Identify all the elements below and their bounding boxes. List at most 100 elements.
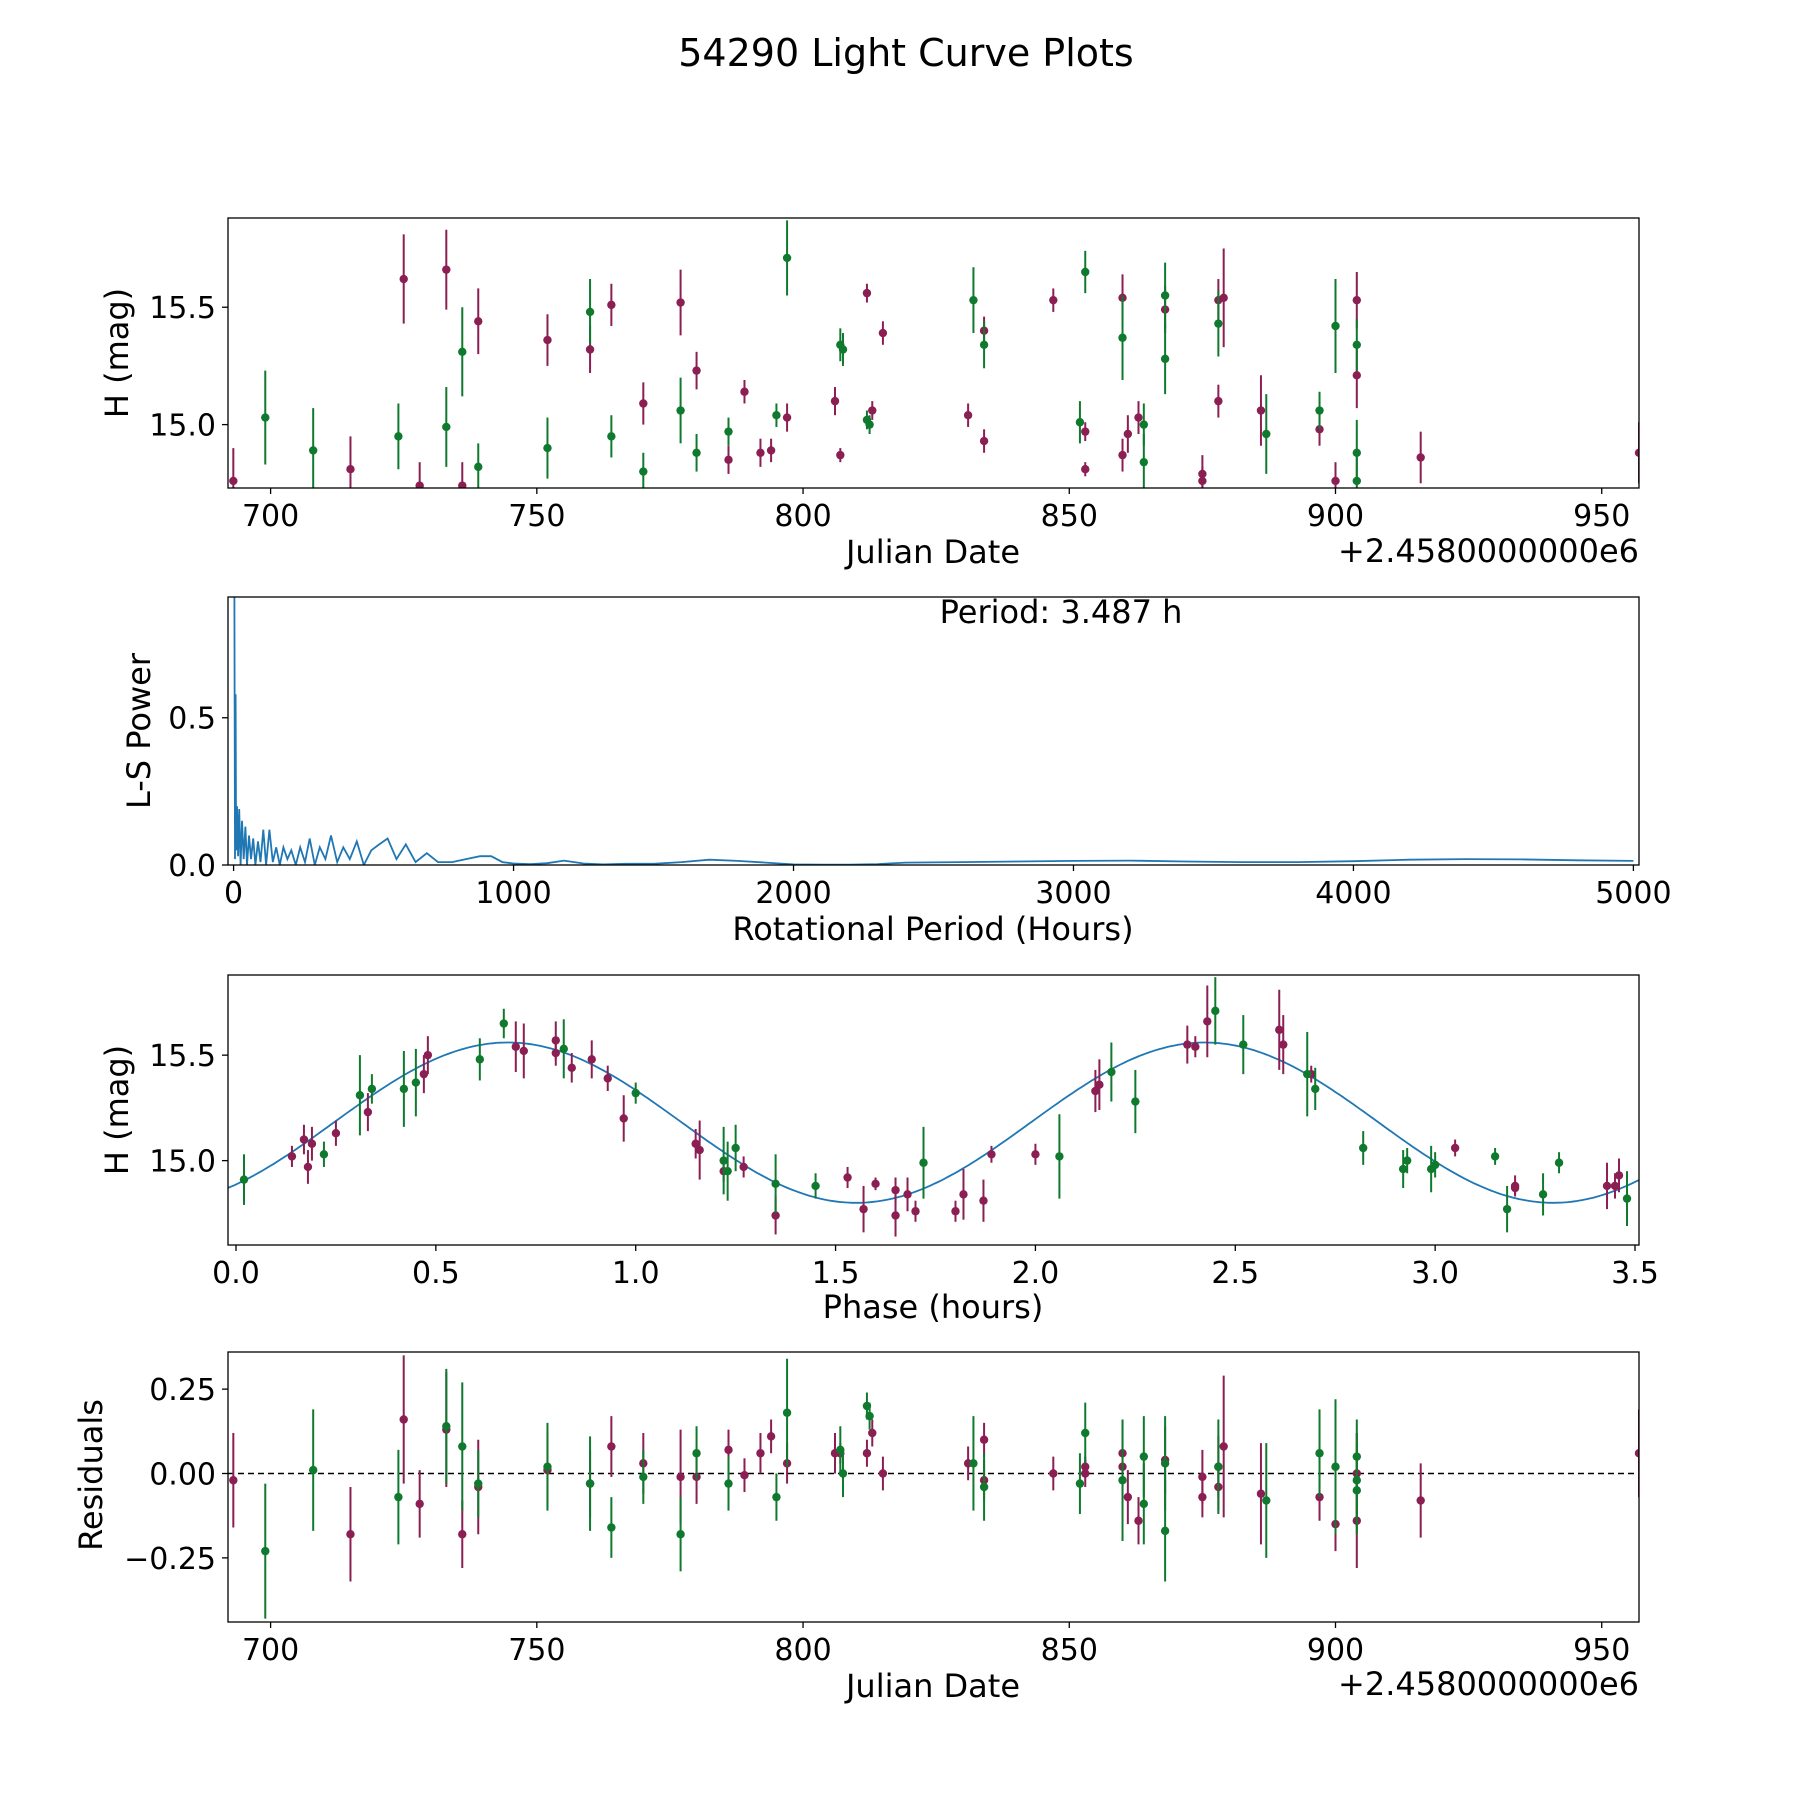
data-marker [1160,1459,1170,1468]
data-point-magenta [1214,384,1223,418]
data-point-green [865,415,874,434]
data-point-green [1352,1446,1362,1535]
data-point-magenta [415,462,424,488]
data-point-green [772,1473,781,1521]
x-tick-label: 750 [508,1633,565,1668]
data-point-green [1214,290,1223,357]
data-marker [308,446,318,455]
data-point-magenta [878,1456,888,1491]
x-tick-label: 700 [242,499,299,534]
data-marker [878,1469,888,1478]
x-tick-label: 950 [1573,1633,1630,1668]
data-point-magenta [987,1145,996,1163]
data-point-green [308,408,318,488]
data-marker [911,1207,920,1216]
data-marker [724,1445,733,1455]
data-point-green [1622,1171,1632,1227]
data-point-green [1490,1147,1500,1165]
data-marker [1315,406,1324,415]
data-marker [607,432,616,441]
data-point-magenta [346,436,355,488]
x-tick-label: 950 [1573,499,1630,534]
data-marker [772,411,781,420]
data-point-magenta [868,1419,877,1447]
data-point-magenta [1510,1181,1520,1195]
data-point-magenta [519,1023,528,1079]
data-marker [639,1472,648,1482]
data-marker [979,1435,989,1444]
y-tick-label: 15.5 [149,291,216,326]
data-marker [987,1150,996,1159]
y-tick-label: 0.5 [168,702,216,737]
data-marker [740,387,749,396]
data-marker [319,1150,329,1159]
data-point-magenta [878,321,888,345]
data-marker [724,455,733,465]
periodogram-xlabel: Rotational Period (Hours) [732,910,1133,948]
data-point-green [442,1368,451,1484]
data-marker [1352,295,1362,305]
data-marker [1262,429,1271,439]
x-tick-label: 0.0 [212,1256,260,1291]
data-point-magenta [1095,1059,1104,1110]
data-marker [631,1088,640,1098]
data-point-magenta [543,314,552,366]
data-point-green [1214,1419,1223,1514]
data-marker [1081,1462,1090,1471]
data-marker [423,1050,433,1060]
data-marker [355,1091,365,1100]
y-tick-label: 0.25 [149,1373,216,1408]
res-marks [228,1355,1639,1619]
data-marker [458,1530,467,1539]
data-marker [1256,406,1266,415]
data-marker [1081,267,1090,277]
data-point-magenta [911,1200,920,1222]
data-point-green [1081,250,1090,294]
panel-light-curve: 700 750 800 850 900 950 15.0 15.5 Julian Date H… [98,217,1640,571]
data-marker [1622,1194,1632,1203]
res-axes-frame [227,1351,1640,1623]
residuals-plot-area: 700 750 800 850 900 950 −0.25 0.00 0.25 [124,1351,1640,1668]
x-tick-label: 0.5 [412,1256,460,1291]
data-marker [1139,1499,1149,1509]
panel-phase-fold: 0.0 0.5 1.0 1.5 2.0 2.5 3.0 3.5 15.0 15.5 Phase (… [98,974,1659,1326]
data-point-magenta [619,1095,628,1142]
data-marker [458,481,467,488]
data-point-magenta [1049,1456,1058,1491]
data-point-green [979,1453,989,1521]
data-marker [1538,1190,1548,1199]
data-point-green [811,1173,820,1199]
data-point-green [1211,977,1220,1045]
data-point-green [1118,1419,1127,1541]
data-marker [919,1158,928,1167]
data-marker [1081,465,1090,474]
data-marker [836,450,845,460]
data-marker [1311,1084,1320,1094]
data-marker [567,1063,576,1073]
data-marker [442,422,451,432]
data-marker [1123,1492,1133,1502]
data-point-magenta [1123,1470,1133,1525]
x-tick-label: 2000 [755,876,831,911]
data-marker [859,1204,868,1214]
data-marker [756,1449,765,1458]
data-point-green [1311,1067,1320,1110]
data-point-magenta [836,448,845,463]
data-marker [474,462,483,472]
x-tick-label: 5000 [1595,876,1671,911]
data-marker [1198,476,1207,486]
data-point-magenta [740,380,749,404]
data-marker [346,465,355,474]
data-marker [419,1069,429,1079]
data-point-magenta [639,382,648,425]
data-point-green [1398,1150,1408,1189]
data-point-magenta [1256,375,1266,446]
data-point-magenta [511,1021,520,1073]
data-marker [1123,429,1133,439]
light-curve-ylabel: H (mag) [98,288,136,418]
data-marker [782,253,792,263]
data-point-green [1402,1147,1412,1174]
data-marker [843,1173,852,1182]
periodogram-annotation: Period: 3.487 h [940,593,1183,631]
